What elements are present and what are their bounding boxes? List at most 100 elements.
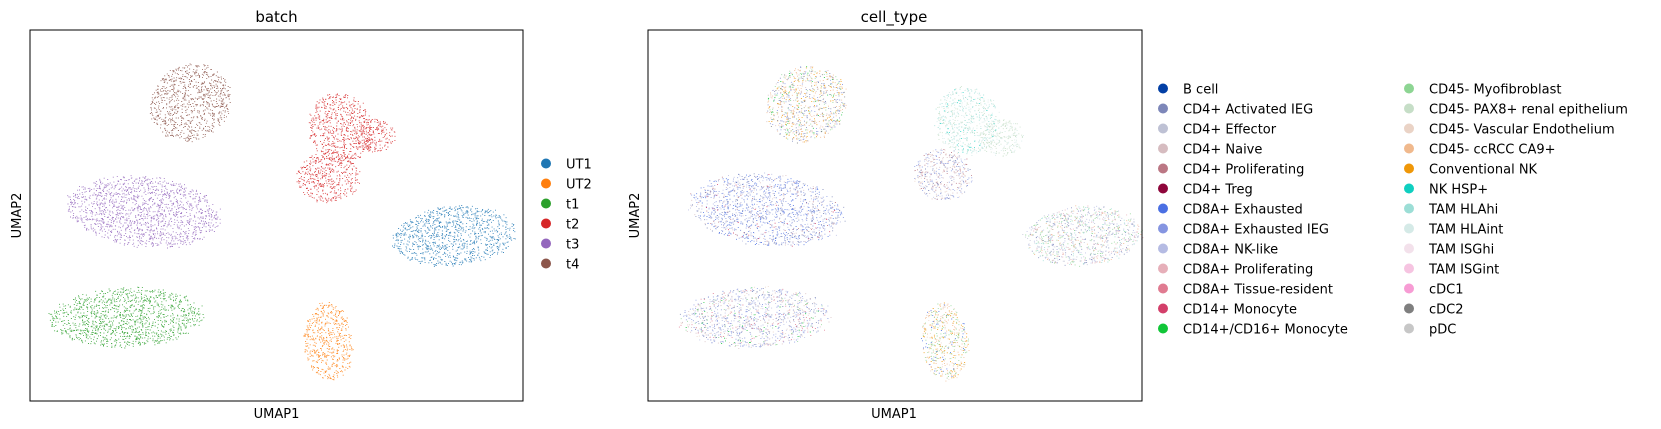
scatter-points	[303, 302, 354, 381]
legend-label: CD4+ Naive	[1183, 143, 1262, 158]
legend-marker	[541, 238, 551, 249]
legend-item: TAM ISGhi	[1404, 243, 1494, 258]
scatter-points	[48, 286, 205, 349]
legend-item: CD14+/CD16+ Monocyte	[1158, 323, 1348, 338]
legend-label: CD45- ccRCC CA9+	[1429, 143, 1556, 158]
cluster-group-2	[934, 86, 1002, 156]
panel-title: cell_type	[861, 8, 928, 27]
cluster-group-3	[979, 119, 1024, 157]
cluster-group-8	[921, 302, 970, 382]
axes-frame	[29, 29, 524, 402]
legend-marker	[1404, 183, 1414, 194]
legend-item: t2	[541, 218, 579, 233]
scatter-points	[940, 89, 997, 153]
cluster-group-1	[766, 66, 847, 144]
legend-marker	[1158, 203, 1168, 214]
legend-item: Conventional NK	[1404, 163, 1538, 178]
legend-label: Conventional NK	[1429, 163, 1538, 178]
legend-label: TAM HLAint	[1428, 223, 1503, 238]
cluster-UT2	[303, 302, 354, 381]
scatter-points	[770, 71, 846, 144]
cluster-group-5	[688, 172, 846, 247]
legend-label: CD4+ Effector	[1183, 123, 1277, 138]
legend-label: CD45- Myofibroblast	[1429, 83, 1561, 98]
cell-type-legend: B cell CD4+ Activated IEG CD4+ Effector CD4…	[1158, 83, 1628, 338]
batch-scatter-points	[48, 63, 516, 381]
legend-item: cDC2	[1404, 303, 1464, 318]
cluster-t2	[296, 151, 361, 204]
scatter-points	[691, 175, 839, 246]
legend-marker	[1158, 323, 1168, 334]
scatter-points	[691, 173, 844, 246]
legend-marker	[1404, 223, 1414, 234]
legend-label: CD45- PAX8+ renal epithelium	[1429, 103, 1628, 118]
scatter-points	[979, 120, 1024, 156]
legend-marker	[541, 258, 551, 269]
legend-label: TAM HLAhi	[1428, 203, 1498, 218]
legend-marker	[1158, 143, 1168, 154]
scatter-points	[914, 148, 970, 200]
scatter-points	[922, 303, 970, 382]
scatter-points	[1029, 205, 1142, 264]
legend-marker	[1158, 83, 1168, 94]
cluster-group-4	[914, 148, 973, 200]
scatter-points	[678, 288, 826, 346]
legend-item: CD4+ Activated IEG	[1158, 103, 1313, 118]
scatter-points	[1033, 205, 1144, 265]
scatter-points	[693, 173, 842, 246]
legend-marker	[1158, 123, 1168, 134]
scatter-points	[768, 67, 845, 143]
legend-item: CD45- Myofibroblast	[1404, 83, 1561, 98]
scatter-points	[914, 149, 973, 200]
legend-marker	[1158, 263, 1168, 274]
legend-marker	[1158, 103, 1168, 114]
legend-label: pDC	[1429, 323, 1456, 338]
legend-label: TAM ISGint	[1428, 263, 1499, 278]
cluster-t3	[67, 175, 221, 249]
legend-marker	[1404, 303, 1414, 314]
scatter-points	[679, 288, 824, 348]
legend-marker	[1404, 203, 1414, 214]
scatter-points	[1022, 206, 1137, 266]
legend-item: TAM HLAhi	[1404, 203, 1498, 218]
scatter-points	[296, 151, 361, 204]
y-axis-label: UMAP2	[10, 193, 25, 239]
legend-marker	[1158, 163, 1168, 174]
legend-marker	[1404, 283, 1414, 294]
cluster-group-7	[678, 286, 832, 349]
scatter-points	[680, 290, 823, 346]
scatter-points	[921, 304, 966, 377]
scatter-points	[766, 66, 842, 139]
legend-label: cDC2	[1429, 303, 1464, 318]
panel-title: batch	[255, 8, 297, 26]
legend-marker	[1158, 303, 1168, 314]
legend-item: CD8A+ Tissue-resident	[1158, 283, 1333, 298]
scatter-points	[923, 302, 966, 381]
scatter-points	[918, 149, 973, 200]
legend-marker	[541, 178, 551, 189]
cluster-t2	[308, 93, 376, 163]
cluster-t4	[149, 63, 231, 143]
scatter-points	[392, 205, 516, 268]
legend-marker	[541, 158, 551, 169]
legend-item: CD45- Vascular Endothelium	[1404, 123, 1615, 138]
y-axis-label: UMAP2	[628, 193, 643, 239]
legend-marker	[1158, 243, 1168, 254]
scatter-points	[355, 118, 396, 153]
legend-label: TAM ISGhi	[1428, 243, 1494, 258]
scatter-points	[922, 303, 969, 379]
legend-item: t3	[541, 238, 579, 253]
legend-marker	[1404, 263, 1414, 274]
legend-label: CD8A+ Exhausted IEG	[1183, 223, 1329, 238]
legend-item: CD4+ Proliferating	[1158, 163, 1304, 178]
legend-item: t1	[541, 198, 579, 213]
legend-label: cDC1	[1429, 283, 1464, 298]
scatter-points	[692, 173, 846, 246]
legend-marker	[1158, 183, 1168, 194]
batch-panel: batch UMAP1 UMAP2 UT1 UT2 t1 t2 t3 t4	[10, 8, 592, 422]
legend-item: B cell	[1158, 83, 1218, 98]
scatter-points	[680, 286, 825, 346]
legend-label: CD45- Vascular Endothelium	[1429, 123, 1615, 138]
x-axis-label: UMAP1	[254, 407, 300, 422]
legend-marker	[1404, 243, 1414, 254]
